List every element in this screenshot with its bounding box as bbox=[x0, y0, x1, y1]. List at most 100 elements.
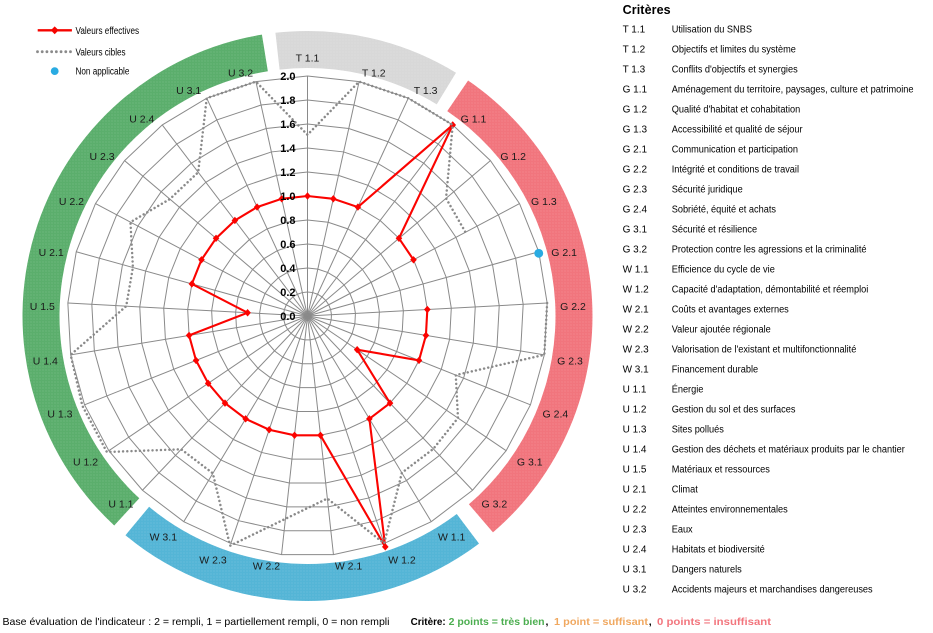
svg-text:T 1.3: T 1.3 bbox=[623, 64, 646, 75]
svg-text:G 2.1: G 2.1 bbox=[623, 144, 648, 155]
svg-text:U 2.4: U 2.4 bbox=[623, 544, 647, 555]
svg-text:Valeurs cibles: Valeurs cibles bbox=[76, 47, 126, 58]
svg-text:T 1.1: T 1.1 bbox=[623, 24, 646, 35]
svg-text:Objectifs et limites du systèm: Objectifs et limites du système bbox=[672, 44, 797, 55]
svg-text:U 1.4: U 1.4 bbox=[33, 356, 58, 368]
svg-text:Protection contre les agressio: Protection contre les agressions et la c… bbox=[672, 244, 867, 255]
svg-text:2.0: 2.0 bbox=[280, 71, 295, 83]
svg-text:G 2.1: G 2.1 bbox=[551, 247, 577, 259]
svg-text:G 3.1: G 3.1 bbox=[517, 457, 543, 469]
svg-text:Utilisation du SNBS: Utilisation du SNBS bbox=[672, 24, 753, 35]
svg-text:Sites pollués: Sites pollués bbox=[672, 424, 724, 435]
svg-text:Valeurs effectives: Valeurs effectives bbox=[76, 26, 140, 37]
svg-text:G 1.2: G 1.2 bbox=[623, 104, 648, 115]
svg-text:G 3.2: G 3.2 bbox=[623, 244, 648, 255]
svg-text:G 1.1: G 1.1 bbox=[623, 84, 648, 95]
svg-text:U 1.5: U 1.5 bbox=[30, 301, 55, 313]
svg-text:U 2.2: U 2.2 bbox=[623, 504, 647, 515]
svg-text:G 2.4: G 2.4 bbox=[543, 408, 569, 420]
svg-text:T 1.2: T 1.2 bbox=[362, 68, 386, 80]
svg-text:U 2.3: U 2.3 bbox=[90, 151, 115, 163]
svg-text:Eaux: Eaux bbox=[672, 524, 693, 535]
svg-text:Habitats et biodiversité: Habitats et biodiversité bbox=[672, 544, 765, 555]
svg-text:W 2.3: W 2.3 bbox=[199, 554, 227, 566]
svg-text:G 2.4: G 2.4 bbox=[623, 204, 648, 215]
svg-text:U 1.2: U 1.2 bbox=[73, 457, 98, 469]
svg-text:G 3.2: G 3.2 bbox=[481, 498, 507, 510]
svg-text:T 1.3: T 1.3 bbox=[414, 85, 438, 97]
svg-text:0.0: 0.0 bbox=[280, 311, 295, 323]
svg-text:U 3.1: U 3.1 bbox=[176, 85, 201, 97]
svg-text:T 1.1: T 1.1 bbox=[296, 52, 320, 64]
svg-text:G 1.1: G 1.1 bbox=[461, 113, 487, 125]
svg-text:U 1.1: U 1.1 bbox=[623, 384, 647, 395]
svg-text:G 3.1: G 3.1 bbox=[623, 224, 648, 235]
svg-text:1.8: 1.8 bbox=[280, 95, 295, 107]
svg-text:1 point = suffisant: 1 point = suffisant bbox=[554, 616, 649, 628]
svg-text:G 1.3: G 1.3 bbox=[531, 196, 557, 208]
svg-text:T 1.2: T 1.2 bbox=[623, 44, 646, 55]
svg-text:U 1.1: U 1.1 bbox=[108, 498, 133, 510]
svg-text:U 1.3: U 1.3 bbox=[623, 424, 647, 435]
svg-text:W 1.2: W 1.2 bbox=[388, 554, 416, 566]
svg-text:Critère:: Critère: bbox=[411, 616, 446, 628]
svg-text:U 1.2: U 1.2 bbox=[623, 404, 647, 415]
svg-text:0.8: 0.8 bbox=[280, 215, 295, 227]
svg-text:1.0: 1.0 bbox=[280, 191, 295, 203]
svg-text:Matériaux et ressources: Matériaux et ressources bbox=[672, 464, 770, 475]
svg-text:Sécurité juridique: Sécurité juridique bbox=[672, 184, 743, 195]
svg-text:,: , bbox=[546, 616, 549, 628]
svg-text:0.4: 0.4 bbox=[280, 263, 296, 275]
svg-text:Intégrité et conditions de tra: Intégrité et conditions de travail bbox=[672, 164, 799, 175]
svg-text:0 points = insuffisant: 0 points = insuffisant bbox=[657, 616, 772, 628]
svg-text:,: , bbox=[649, 616, 652, 628]
svg-text:W 1.1: W 1.1 bbox=[438, 531, 466, 543]
svg-text:G 2.2: G 2.2 bbox=[623, 164, 648, 175]
svg-text:Gestion du sol et des surfaces: Gestion du sol et des surfaces bbox=[672, 404, 796, 415]
svg-text:W 2.1: W 2.1 bbox=[335, 561, 363, 573]
svg-text:U 3.2: U 3.2 bbox=[623, 584, 647, 595]
svg-text:U 2.1: U 2.1 bbox=[39, 247, 64, 259]
svg-text:U 2.3: U 2.3 bbox=[623, 524, 647, 535]
svg-text:W 1.2: W 1.2 bbox=[623, 284, 650, 295]
svg-text:G 2.3: G 2.3 bbox=[557, 356, 583, 368]
svg-text:Sécurité et résilience: Sécurité et résilience bbox=[672, 224, 758, 235]
svg-text:Coûts et avantages externes: Coûts et avantages externes bbox=[672, 304, 789, 315]
svg-text:Non applicable: Non applicable bbox=[76, 67, 130, 78]
svg-text:0.6: 0.6 bbox=[280, 239, 295, 251]
svg-text:W 2.2: W 2.2 bbox=[253, 561, 281, 573]
svg-text:Énergie: Énergie bbox=[672, 382, 704, 395]
svg-text:W 2.2: W 2.2 bbox=[623, 324, 650, 335]
svg-text:Accessibilité et qualité de sé: Accessibilité et qualité de séjour bbox=[672, 124, 804, 135]
svg-text:G 2.3: G 2.3 bbox=[623, 184, 648, 195]
svg-text:W 2.1: W 2.1 bbox=[623, 304, 650, 315]
svg-text:U 3.2: U 3.2 bbox=[228, 68, 253, 80]
svg-text:2 points = très bien: 2 points = très bien bbox=[449, 616, 545, 628]
svg-text:Valeur ajoutée régionale: Valeur ajoutée régionale bbox=[672, 324, 771, 335]
svg-text:1.4: 1.4 bbox=[280, 143, 296, 155]
svg-text:W 3.1: W 3.1 bbox=[150, 531, 178, 543]
svg-text:G 1.3: G 1.3 bbox=[623, 124, 648, 135]
svg-text:U 2.2: U 2.2 bbox=[59, 196, 84, 208]
svg-text:Accidents majeurs et marchandi: Accidents majeurs et marchandises danger… bbox=[672, 584, 873, 595]
svg-text:Base évaluation de l'indicateu: Base évaluation de l'indicateur : 2 = re… bbox=[3, 616, 390, 628]
svg-text:Financement durable: Financement durable bbox=[672, 364, 759, 375]
svg-text:Dangers naturels: Dangers naturels bbox=[672, 564, 742, 575]
svg-text:Valorisation de l'existant et: Valorisation de l'existant et multifonct… bbox=[672, 344, 857, 355]
svg-text:U 3.1: U 3.1 bbox=[623, 564, 647, 575]
svg-text:Qualité d'habitat et cohabitat: Qualité d'habitat et cohabitation bbox=[672, 104, 801, 115]
svg-text:Critères: Critères bbox=[623, 3, 671, 17]
svg-text:U 2.4: U 2.4 bbox=[129, 113, 154, 125]
svg-text:Aménagement du territoire, pay: Aménagement du territoire, paysages, cul… bbox=[672, 84, 914, 95]
svg-text:U 1.3: U 1.3 bbox=[47, 408, 72, 420]
svg-text:W 3.1: W 3.1 bbox=[623, 364, 650, 375]
svg-text:1.6: 1.6 bbox=[280, 119, 295, 131]
svg-text:Efficience du cycle de vie: Efficience du cycle de vie bbox=[672, 264, 776, 275]
svg-text:Sobriété, équité et achats: Sobriété, équité et achats bbox=[672, 204, 776, 215]
svg-text:U 1.5: U 1.5 bbox=[623, 464, 647, 475]
svg-text:Atteintes environnementales: Atteintes environnementales bbox=[672, 504, 788, 515]
svg-text:0.2: 0.2 bbox=[280, 287, 295, 299]
svg-text:G 1.2: G 1.2 bbox=[500, 151, 526, 163]
svg-text:Capacité d'adaptation, démonta: Capacité d'adaptation, démontabilité et … bbox=[672, 284, 869, 295]
svg-text:W 2.3: W 2.3 bbox=[623, 344, 650, 355]
